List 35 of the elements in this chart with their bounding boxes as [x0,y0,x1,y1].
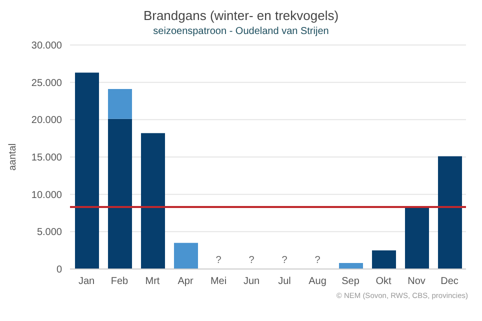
bar [108,89,132,119]
y-tick-label: 30.000 [31,40,62,52]
bar [339,263,363,269]
y-axis-title: aantal [8,143,19,171]
x-tick-label: Jan [78,276,95,288]
x-tick-label: Mei [210,276,227,288]
x-tick-label: Sep [342,276,360,288]
x-tick-label: Okt [376,276,392,288]
bar [141,133,165,269]
y-tick-label: 10.000 [31,190,62,201]
x-tick-label: Aug [308,276,326,288]
bar [405,207,429,269]
x-tick-label: Nov [408,276,426,288]
bar [108,118,132,269]
x-tick-label: Dec [440,276,458,288]
y-tick-label: 0 [56,264,62,276]
y-tick-label: 15.000 [31,152,62,164]
chart-title: Brandgans (winter- en trekvogels) [142,8,340,23]
x-tick-label: Jul [278,276,291,288]
y-tick-label: 25.000 [31,78,62,89]
x-tick-label: Mrt [145,276,160,288]
y-tick-label: 5.000 [36,227,62,238]
y-tick-label: 20.000 [31,115,62,126]
text: ? [282,255,288,266]
text: ? [314,255,320,266]
bar [372,250,396,269]
x-tick-label: Feb [110,276,129,288]
bar [438,156,462,269]
text: ? [248,255,254,266]
bar [174,242,198,269]
x-tick-label: Apr [178,276,194,288]
x-tick-label: Jun [243,276,260,288]
bar [75,72,99,269]
text: ? [216,255,222,266]
chart-subtitle: seizoenspatroon - Oudeland van Strijen [152,26,330,37]
